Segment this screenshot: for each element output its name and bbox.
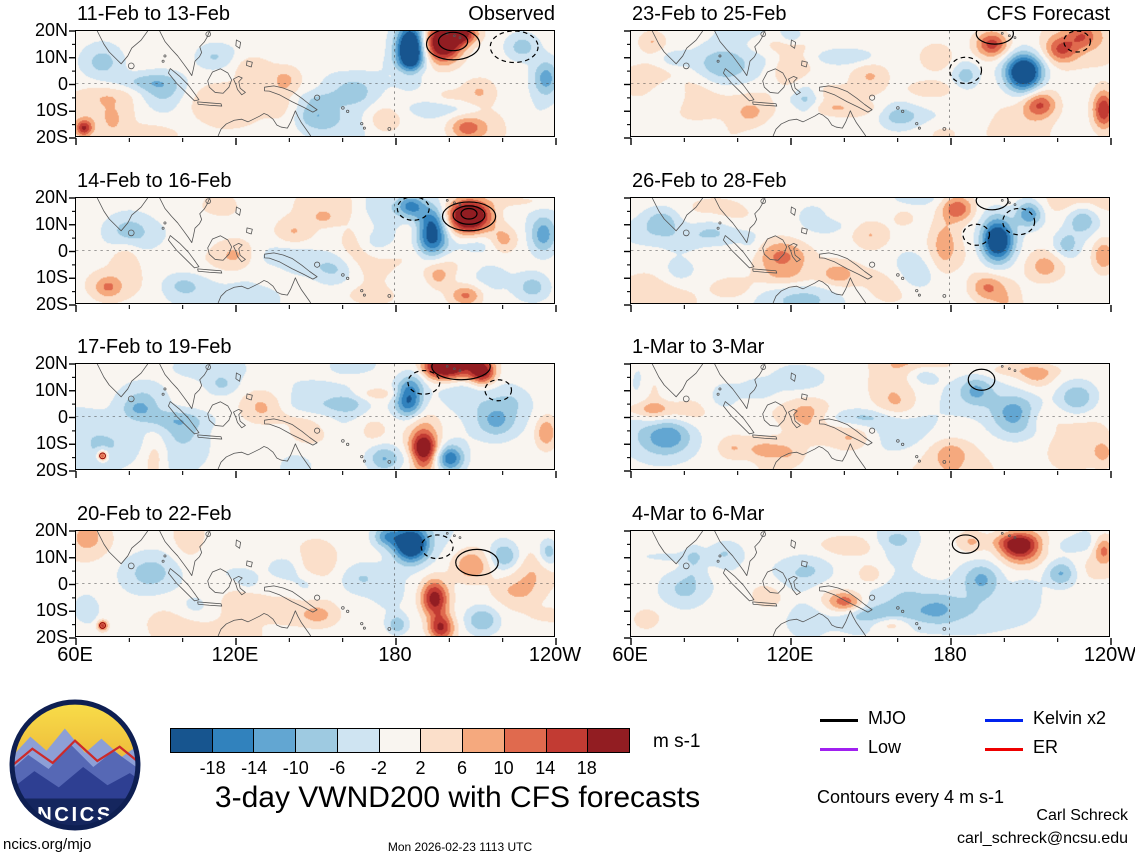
colorbar-tick-label: -10 [282,758,309,778]
map-overlay [631,364,1109,469]
colorbar-tick-label: -2 [370,758,387,778]
lon-label: 120E [766,644,814,666]
colorbar-tick-label: 2 [415,758,426,778]
lon-label: 180 [378,644,412,666]
legend-label: Kelvin x2 [1033,708,1107,728]
map-panel-7 [624,363,1112,478]
colorbar-segment [336,729,379,752]
map-panel-8 [624,530,1112,645]
lat-label: 20N [34,353,68,373]
map-overlay [631,531,1109,636]
lat-label: 20S [35,127,68,147]
logo-ring [9,699,141,831]
column-header: CFS Forecast [986,3,1110,25]
lat-label: 0 [57,73,68,94]
lat-label: 10N [34,546,68,567]
lat-label: 0 [57,240,68,261]
map-panel-1 [69,30,557,145]
lon-label: 120E [211,644,259,666]
colorbar-segment [503,729,546,752]
colorbar-tick-label: -18 [199,758,226,778]
lon-label: 60E [612,644,648,666]
lat-label: 20S [35,294,68,314]
lon-label: 120W [528,644,582,666]
lat-label: 20N [34,187,68,207]
colorbar-tick-label: 6 [457,758,468,778]
colorbar-segment [171,729,212,752]
panel-title: 1-Mar to 3-Mar [632,336,765,358]
legend-line-mjo [820,719,858,722]
legend-line-kelvin-x2 [985,719,1023,722]
colorbar-segment [378,729,421,752]
map-overlay [76,198,554,303]
map-overlay [76,31,554,136]
lat-label: 0 [57,573,68,594]
colorbar-segment [545,729,588,752]
lat-label: 10S [35,100,68,121]
legend-line-er [985,748,1023,751]
panel-title: 23-Feb to 25-Feb [632,3,787,25]
map-panel-2 [69,197,557,312]
map-panel-5 [624,30,1112,145]
lon-label: 180 [933,644,967,666]
logo-text: NCICS [37,804,113,826]
colorbar-segment [253,729,296,752]
contour-note: Contours every 4 m s-1 [817,787,1005,807]
lat-label: 0 [57,406,68,427]
author-name: Carl Schreck [1036,807,1128,824]
panel-title: 17-Feb to 19-Feb [77,336,232,358]
colorbar-segment [420,729,463,752]
map-panel-3 [69,363,557,478]
map-panel-6 [624,197,1112,312]
lat-label: 10S [35,433,68,454]
panel-title: 26-Feb to 28-Feb [632,170,787,192]
logo-ridge-line [12,739,138,770]
legend-line-low [820,748,858,751]
map-overlay [76,531,554,636]
site-url: ncics.org/mjo [3,836,92,853]
panel-title: 4-Mar to 6-Mar [632,503,765,525]
colorbar-segment [211,729,254,752]
legend-label: Low [868,737,902,757]
lon-label: 60E [57,644,93,666]
legend-label: MJO [868,708,906,728]
figure-title: 3-day VWND200 with CFS forecasts [214,781,701,814]
lat-label: 10N [34,46,68,67]
colorbar-segment [462,729,504,752]
lat-label: 10S [35,267,68,288]
panel-title: 14-Feb to 16-Feb [77,170,232,192]
colorbar-tick-label: 14 [535,758,556,778]
timestamp: Mon 2026-02-23 1113 UTC [387,840,533,854]
panel-title: 11-Feb to 13-Feb [77,3,231,25]
lat-label: 20S [35,460,68,480]
author-email: carl_schreck@ncsu.edu [957,830,1128,847]
colorbar-segment [587,729,630,752]
lat-label: 10S [35,600,68,621]
colorbar-tick-label: 18 [576,758,597,778]
panel-title: 20-Feb to 22-Feb [77,503,232,525]
map-panel-4 [69,530,557,645]
lat-label: 10N [34,213,68,234]
colorbar-tick-label: 10 [493,758,514,778]
colorbar-tick-label: -14 [241,758,268,778]
lon-label: 120W [1083,644,1135,666]
map-overlay [76,364,554,469]
column-header: Observed [468,3,555,25]
colorbar-segment [295,729,337,752]
colorbar-tick-label: -6 [329,758,346,778]
legend-label: ER [1033,737,1059,757]
lat-label: 20N [34,20,68,40]
lat-label: 10N [34,379,68,400]
colorbar-units: m s-1 [653,731,701,752]
lat-label: 20S [35,627,68,647]
colorbar: -18 -14 -10 -6 -2 2 6 10 14 18 [170,728,630,778]
lat-label: 20N [34,520,68,540]
map-overlay [631,31,1109,136]
map-overlay [631,198,1109,303]
ncics-logo: NCICS [9,699,141,831]
